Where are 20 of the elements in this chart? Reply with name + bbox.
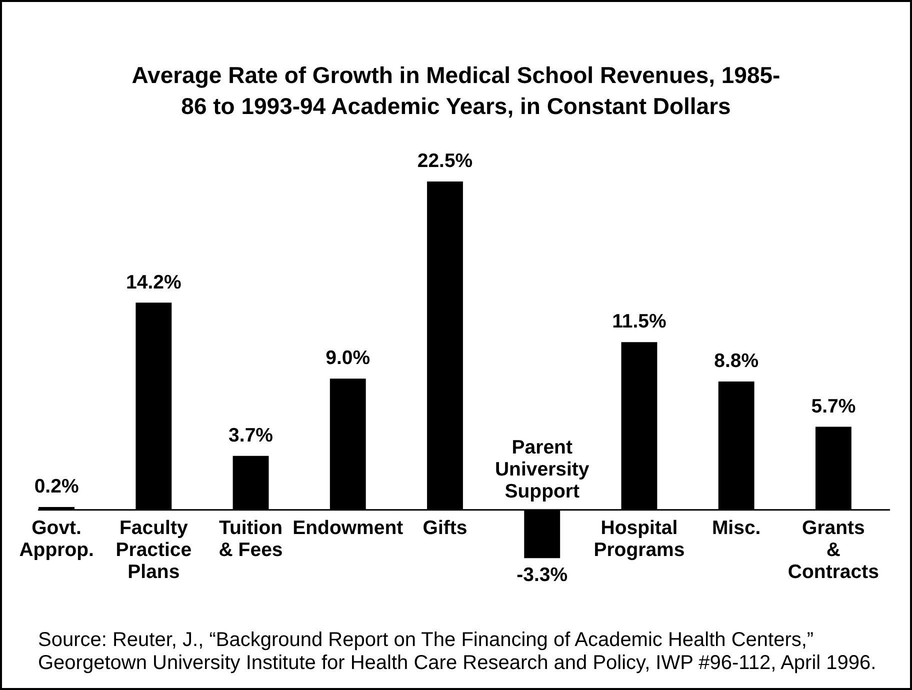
data-label: 3.7% xyxy=(228,424,274,447)
data-label: 5.7% xyxy=(811,395,856,418)
x-tick-label: Gifts xyxy=(422,517,468,540)
data-label: -3.3% xyxy=(516,564,568,586)
source-note: Source: Reuter, J., “Background Report on The Financing of Academic Health Centers,” Georgetown University Institute for Health Care Research and Policy, IWP #96-112, April 1996. xyxy=(38,629,878,675)
chart-title: Average Rate of Growth in Medical School Revenues, 1985-86 to 1993-94 Academic Years, in Constant Dollars xyxy=(131,61,781,121)
data-label: 14.2% xyxy=(126,271,182,294)
x-tick-label: Govt. Approp. xyxy=(19,517,94,562)
data-label: 9.0% xyxy=(326,347,370,370)
x-tick-label: Parent University Support xyxy=(494,436,590,503)
x-tick-label: Endowment xyxy=(292,517,404,540)
data-label: 22.5% xyxy=(417,150,473,172)
data-label: 11.5% xyxy=(612,310,666,333)
x-tick-label: Faculty Practice Plans xyxy=(116,517,192,584)
x-tick-label: Hospital Programs xyxy=(594,517,685,562)
data-label: 8.8% xyxy=(714,350,759,372)
x-tick-label: Misc. xyxy=(712,517,761,540)
x-tick-label: Grants & Contracts xyxy=(788,517,880,584)
x-tick-label: Tuition & Fees xyxy=(218,517,283,562)
data-label: 0.2% xyxy=(34,476,79,498)
